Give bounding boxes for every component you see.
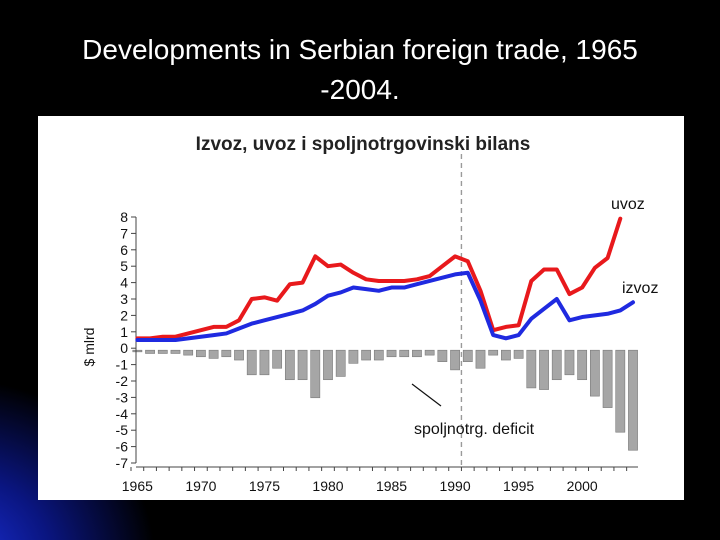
y-tick-label: 5	[120, 258, 128, 274]
slide-title-line-1: Developments in Serbian foreign trade, 1…	[82, 34, 638, 65]
deficit-bar	[145, 349, 155, 354]
trade-chart: Izvoz, uvoz i spoljnotrgovinski bilans $…	[81, 134, 658, 494]
y-tick-label: 8	[120, 209, 128, 225]
y-tick-label: -7	[116, 455, 129, 471]
deficit-bar	[551, 349, 562, 381]
chart-panel: Izvoz, uvoz i spoljnotrgovinski bilans $…	[38, 116, 684, 500]
deficit-bar	[513, 349, 524, 359]
y-tick-label: 3	[120, 291, 128, 307]
deficit-bar	[221, 349, 232, 358]
y-tick-label: 1	[120, 324, 128, 340]
y-tick-label: -2	[116, 373, 129, 389]
deficit-bar	[539, 349, 549, 390]
series-lines	[135, 216, 635, 342]
deficit-bar	[297, 349, 308, 381]
deficit-bar	[386, 349, 397, 358]
deficit-bar	[462, 349, 473, 362]
deficit-bar	[246, 349, 257, 376]
x-tick-label: 2000	[567, 478, 598, 494]
y-tick-label: -3	[116, 389, 129, 405]
deficit-bar	[450, 349, 460, 371]
chart-title: Izvoz, uvoz i spoljnotrgovinski bilans	[196, 134, 531, 155]
deficit-bar	[323, 349, 333, 381]
deficit-bar	[589, 349, 600, 397]
deficit-bar	[564, 349, 575, 376]
deficit-bar	[310, 349, 321, 399]
deficit-bar	[437, 349, 448, 362]
deficit-bar	[602, 349, 613, 408]
deficit-bar	[399, 349, 410, 358]
y-tick-label: -1	[116, 357, 129, 373]
x-tick-label: 1985	[376, 478, 407, 494]
uvoz-line	[135, 216, 623, 341]
x-tick-label: 1990	[439, 478, 470, 494]
deficit-bar	[272, 349, 283, 369]
deficit-bar	[196, 349, 206, 358]
deficit-bar	[208, 349, 219, 359]
deficit-bar	[132, 349, 143, 353]
x-tick-label: 1965	[122, 478, 153, 494]
deficit-pointer	[411, 383, 442, 407]
izvoz-line	[135, 270, 635, 342]
y-tick-label: 0	[120, 340, 128, 356]
x-tick-label: 1980	[312, 478, 343, 494]
uvoz-label: uvoz	[611, 196, 645, 213]
izvoz-label: izvoz	[622, 280, 658, 297]
deficit-bar	[373, 349, 384, 361]
deficit-bars	[132, 349, 638, 451]
deficit-bar	[488, 349, 499, 356]
deficit-bar	[170, 349, 181, 354]
x-tick-label: 1975	[249, 478, 280, 494]
y-axis-label: $ mlrd	[81, 328, 97, 367]
deficit-bar	[234, 349, 244, 361]
y-tick-label: 2	[120, 307, 128, 323]
x-tick-label: 1995	[503, 478, 534, 494]
deficit-bar	[628, 349, 638, 451]
y-tick-label: -6	[116, 439, 129, 455]
y-tick-label: -4	[116, 406, 129, 422]
y-tick-label: 6	[120, 242, 128, 258]
deficit-bar	[501, 349, 511, 361]
deficit-bar	[577, 349, 588, 381]
deficit-bar	[183, 349, 194, 356]
slide-title-line-2: -2004.	[320, 74, 400, 105]
deficit-bar	[475, 349, 486, 369]
y-tick-label: 7	[120, 225, 128, 241]
x-tick-label: 1970	[185, 478, 216, 494]
slide-title: Developments in Serbian foreign trade, 1…	[0, 30, 720, 110]
deficit-bar	[361, 349, 371, 361]
deficit-bar	[348, 349, 359, 364]
deficit-bar	[412, 349, 422, 358]
deficit-bar	[526, 349, 537, 389]
deficit-bar	[259, 349, 270, 376]
deficit-bar	[615, 349, 626, 433]
deficit-label: spoljnotrg. deficit	[414, 421, 535, 438]
y-tick-label: 4	[120, 275, 128, 291]
deficit-bar	[284, 349, 295, 381]
deficit-bar	[335, 349, 346, 377]
deficit-bar	[157, 349, 168, 354]
deficit-bar	[424, 349, 435, 356]
y-tick-label: -5	[116, 422, 129, 438]
annotations: uvoz izvoz spoljnotrg. deficit	[411, 196, 658, 438]
